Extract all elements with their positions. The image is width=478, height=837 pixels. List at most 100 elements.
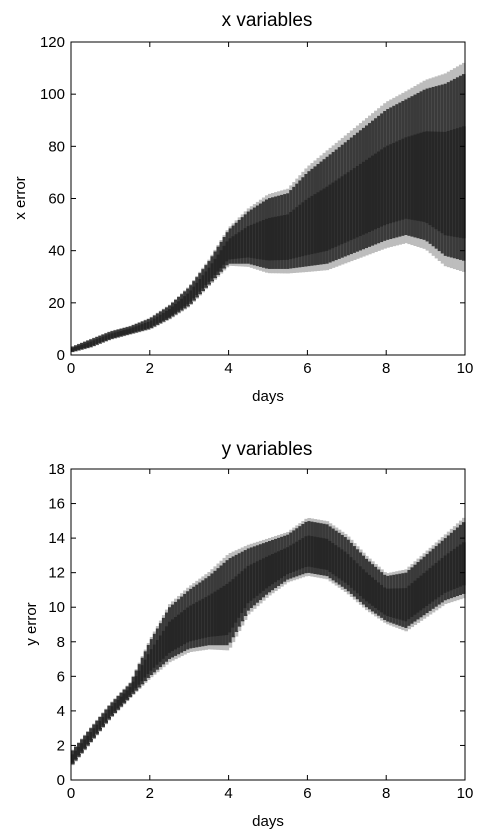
band-core-strip bbox=[228, 238, 233, 260]
band-core-strip bbox=[310, 195, 315, 255]
band-core-strip bbox=[249, 224, 254, 258]
band-core-strip bbox=[343, 551, 348, 583]
y-tick-label: 12 bbox=[48, 565, 65, 582]
band-core-strip bbox=[413, 134, 418, 221]
band-core-strip bbox=[201, 275, 205, 289]
band-core-strip bbox=[174, 303, 178, 313]
band-core-strip bbox=[95, 339, 99, 344]
band-core-strip bbox=[440, 131, 445, 234]
band-core-strip bbox=[258, 559, 263, 594]
band-core-strip bbox=[80, 344, 84, 349]
band-core-strip bbox=[461, 542, 466, 586]
band-core-strip bbox=[428, 131, 433, 226]
band-core-strip bbox=[74, 750, 78, 759]
y-tick-label: 100 bbox=[40, 86, 65, 103]
band-core-strip bbox=[461, 126, 466, 239]
band-core-strip bbox=[431, 565, 436, 602]
band-core-strip bbox=[289, 545, 293, 573]
band-core-strip bbox=[313, 194, 318, 254]
band-core-strip bbox=[374, 153, 378, 230]
band-core-strip bbox=[407, 585, 412, 620]
band-core-strip bbox=[268, 217, 272, 261]
error-band-layer bbox=[71, 62, 466, 353]
y-tick-label: 0 bbox=[57, 347, 65, 364]
band-core-strip bbox=[158, 635, 163, 662]
x-tick-label: 6 bbox=[303, 360, 311, 377]
band-core-strip bbox=[422, 573, 427, 609]
band-core-strip bbox=[210, 593, 215, 637]
band-core-strip bbox=[167, 621, 172, 653]
band-core-strip bbox=[340, 176, 345, 245]
band-core-strip bbox=[198, 600, 202, 640]
x-tick-label: 2 bbox=[146, 785, 154, 802]
band-core-strip bbox=[331, 543, 336, 575]
x-tick-label: 8 bbox=[382, 785, 390, 802]
band-core-strip bbox=[419, 132, 424, 222]
band-core-strip bbox=[80, 743, 84, 752]
band-core-strip bbox=[271, 554, 275, 585]
band-core-strip bbox=[316, 537, 321, 569]
band-core-strip bbox=[371, 155, 375, 231]
band-core-strip bbox=[349, 170, 354, 241]
band-core-strip bbox=[319, 190, 324, 253]
band-core-strip bbox=[155, 640, 160, 665]
band-core-strip bbox=[355, 166, 360, 238]
band-core-strip bbox=[237, 573, 242, 618]
band-core-strip bbox=[319, 537, 324, 569]
band-core-strip bbox=[171, 306, 175, 315]
band-core-strip bbox=[371, 577, 375, 606]
band-core-strip bbox=[349, 557, 354, 588]
band-core-strip bbox=[104, 335, 108, 341]
band-core-strip bbox=[228, 581, 233, 633]
band-core-strip bbox=[140, 324, 145, 330]
band-core-strip bbox=[431, 131, 436, 228]
band-core-strip bbox=[355, 563, 360, 594]
band-core-strip bbox=[146, 654, 151, 674]
band-core-strip bbox=[192, 603, 196, 641]
band-core-strip bbox=[107, 334, 111, 340]
band-core-strip bbox=[401, 138, 405, 220]
band-core-strip bbox=[152, 644, 157, 668]
band-core-strip bbox=[164, 310, 169, 319]
band-core-strip bbox=[125, 329, 130, 334]
band-core-strip bbox=[404, 588, 409, 622]
band-core-strip bbox=[392, 142, 396, 223]
band-core-strip bbox=[292, 209, 296, 259]
band-core-strip bbox=[122, 330, 127, 335]
band-core-strip bbox=[125, 690, 130, 699]
band-core-strip bbox=[89, 732, 93, 741]
band-core-strip bbox=[298, 539, 302, 570]
y-tick-label: 0 bbox=[57, 772, 65, 789]
band-core-strip bbox=[252, 223, 257, 259]
band-core-strip bbox=[249, 564, 254, 601]
band-core-strip bbox=[177, 614, 181, 648]
band-core-strip bbox=[422, 131, 427, 222]
band-core-strip bbox=[198, 279, 202, 292]
band-core-strip bbox=[98, 720, 102, 730]
band-core-strip bbox=[134, 326, 139, 332]
band-core-strip bbox=[346, 172, 351, 242]
band-core-strip bbox=[395, 588, 399, 619]
x-tick-label: 0 bbox=[67, 360, 75, 377]
band-core-strip bbox=[377, 151, 381, 228]
band-core-strip bbox=[413, 580, 418, 615]
axes-frame bbox=[70, 468, 466, 781]
band-core-strip bbox=[98, 337, 102, 343]
band-core-strip bbox=[180, 298, 184, 309]
band-core-strip bbox=[140, 665, 145, 682]
band-core-strip bbox=[71, 754, 75, 763]
band-core-strip bbox=[231, 579, 236, 628]
band-core-strip bbox=[101, 717, 105, 726]
band-core-strip bbox=[264, 556, 269, 589]
band-core-strip bbox=[152, 318, 157, 326]
band-core-strip bbox=[255, 561, 260, 596]
band-core-strip bbox=[334, 545, 339, 577]
x-axis-label: days bbox=[252, 813, 284, 830]
band-core-strip bbox=[149, 320, 154, 327]
band-core-strip bbox=[240, 230, 245, 259]
x-tick-label: 0 bbox=[67, 785, 75, 802]
band-core-strip bbox=[155, 316, 160, 324]
band-core-strip bbox=[225, 583, 230, 636]
